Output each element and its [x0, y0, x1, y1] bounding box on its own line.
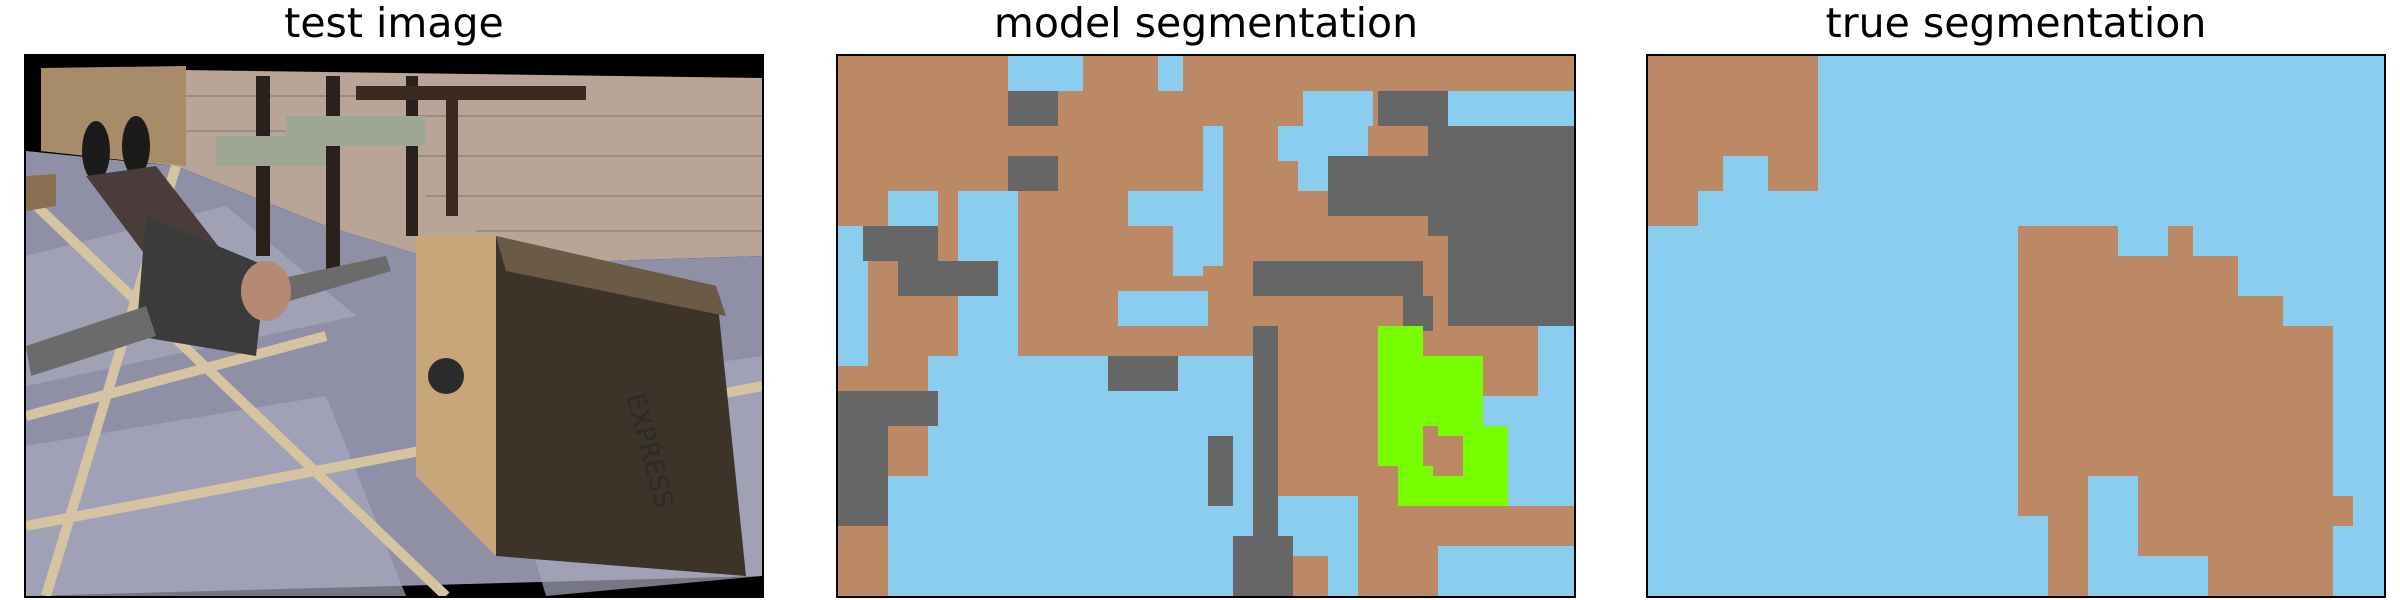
- test-image-frame: EXPRESS: [24, 54, 764, 598]
- brick-wall: [41, 68, 762, 266]
- panel-test-image: test image: [24, 0, 764, 600]
- wooden-chairs: [216, 76, 586, 276]
- wooden-crate: [41, 66, 186, 166]
- panel-title: true segmentation: [1825, 0, 2207, 47]
- model-segmentation-frame: [836, 54, 1576, 598]
- cardboard-box: EXPRESS: [416, 236, 746, 576]
- true-segmentation-map: [1648, 56, 2384, 596]
- panel-title: model segmentation: [993, 0, 1419, 47]
- test-image-photo: EXPRESS: [26, 56, 762, 596]
- true-segmentation-frame: [1646, 54, 2386, 598]
- person-lying-on-floor: [26, 116, 391, 376]
- panel-model-segmentation: model segmentation: [836, 0, 1576, 600]
- panel-true-segmentation: true segmentation: [1646, 0, 2386, 600]
- model-segmentation-map: [838, 56, 1574, 596]
- panel-title: test image: [284, 0, 504, 47]
